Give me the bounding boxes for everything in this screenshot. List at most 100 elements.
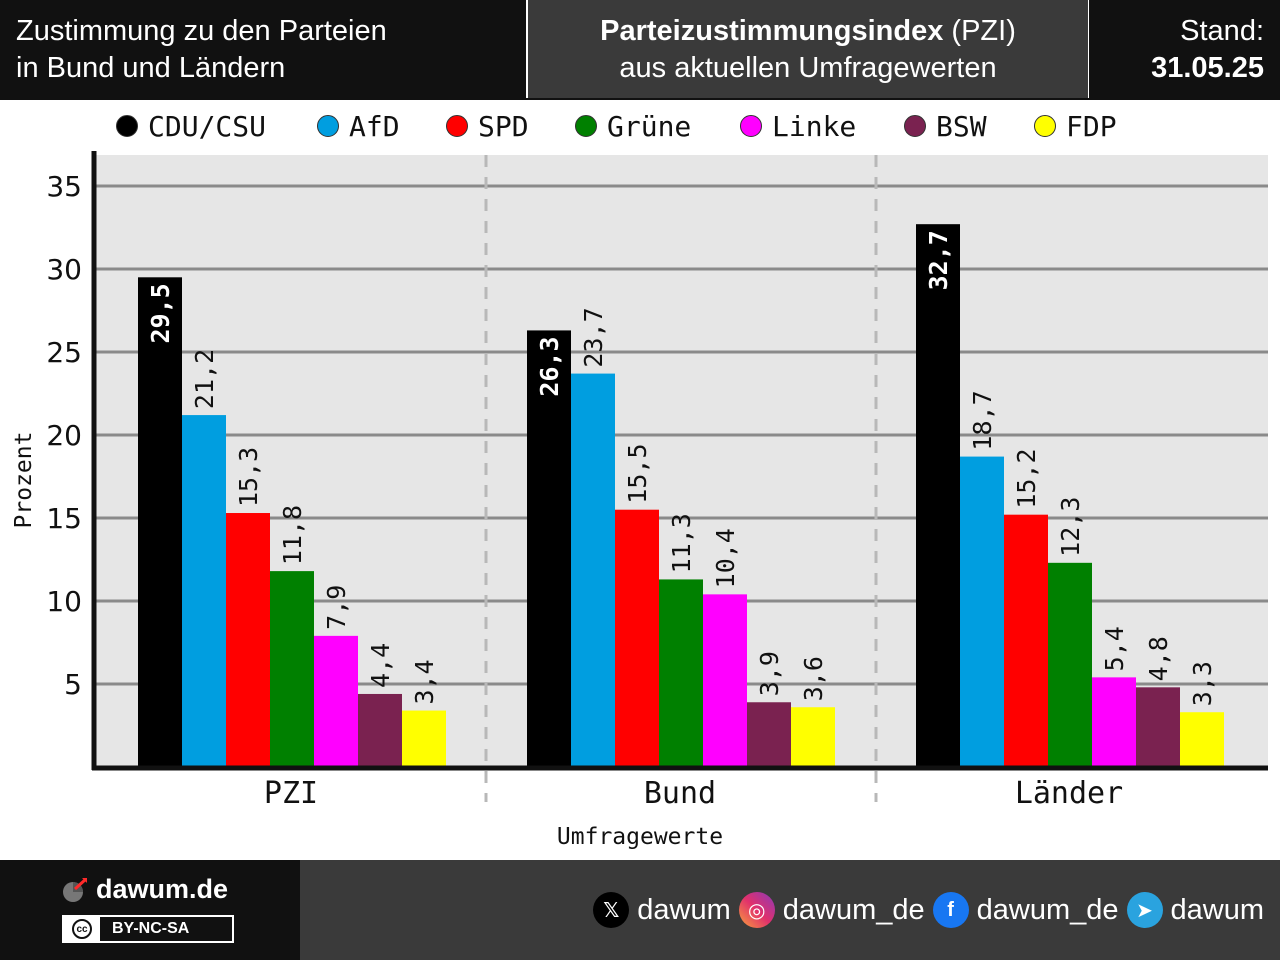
header-title-bold: Parteizustimmungsindex (600, 15, 944, 47)
legend-item-afd: AfD (317, 106, 400, 146)
data-label: 3,6 (799, 656, 828, 701)
legend-swatch-cdu-csu (116, 115, 138, 137)
x-icon: 𝕏 (593, 892, 630, 928)
bar-fdp-0 (402, 710, 446, 767)
social-x[interactable]: 𝕏 dawum (593, 892, 731, 928)
header-title: Parteizustimmungsindex (PZI) aus aktuell… (528, 0, 1088, 98)
bar-spd-1 (615, 509, 659, 767)
legend-label-spd: SPD (478, 109, 529, 143)
social-x-label: dawum (637, 893, 731, 926)
header-divider (0, 98, 1280, 100)
y-tick-label: 10 (46, 585, 82, 618)
bar-afd-1 (571, 373, 615, 767)
brand-name: dawum.de (96, 874, 229, 904)
legend-swatch-linke (740, 115, 762, 137)
data-label: 21,2 (190, 349, 219, 409)
y-axis-title: Prozent (11, 432, 37, 529)
social-facebook-label: dawum_de (976, 893, 1119, 926)
bar-bsw-1 (747, 702, 791, 767)
social-links: 𝕏 dawum ◎ dawum_de f dawum_de ➤ dawum (585, 890, 1264, 930)
header-subject-line1: Zustimmung zu den Parteien (16, 15, 387, 47)
bar-cdu-csu-0 (138, 277, 182, 767)
legend-label-bsw: BSW (936, 109, 987, 143)
social-telegram-label: dawum (1170, 893, 1265, 926)
data-label: 18,7 (968, 390, 997, 450)
instagram-icon: ◎ (738, 892, 775, 928)
y-tick-label: 15 (46, 502, 82, 535)
legend-swatch-spd (446, 115, 468, 137)
data-label: 3,3 (1188, 661, 1217, 706)
y-tick-label: 20 (46, 419, 82, 452)
data-label: 29,5 (146, 283, 175, 343)
data-label: 10,4 (711, 528, 740, 588)
bar-cdu-csu-1 (527, 330, 571, 767)
data-label: 5,4 (1100, 626, 1129, 671)
bar-chart: 5 10 15 20 25 30 35 29,5 21,2 15,3 11,8 7,9 4,4 3,4 PZ… (11, 151, 1268, 850)
legend-label-cdu-csu: CDU/CSU (148, 109, 267, 143)
x-axis-title: Umfragewerte (557, 824, 723, 850)
legend-item-cdu-csu: CDU/CSU (116, 106, 266, 146)
bar-fdp-2 (1180, 712, 1224, 767)
bar-fdp-1 (791, 707, 835, 767)
data-label: 32,7 (924, 230, 953, 290)
legend-swatch-fdp (1034, 115, 1056, 137)
data-label: 11,8 (278, 505, 307, 565)
dawum-logo-icon (63, 877, 88, 902)
data-label: 15,3 (234, 447, 263, 507)
data-label: 23,7 (579, 307, 608, 367)
social-facebook[interactable]: f dawum_de (932, 892, 1119, 928)
legend-item-spd: SPD (446, 106, 529, 146)
x-tick-label: Länder (1015, 776, 1123, 811)
data-label: 15,2 (1012, 448, 1041, 508)
legend-item-linke: Linke (740, 106, 856, 146)
legend-label-fdp: FDP (1066, 109, 1117, 143)
bar-afd-0 (182, 415, 226, 767)
license-label: BY-NC-SA (112, 920, 190, 937)
license-badge[interactable]: cc BY-NC-SA (62, 915, 234, 943)
y-tick-label: 30 (46, 253, 82, 286)
telegram-icon: ➤ (1126, 892, 1163, 928)
data-label: 15,5 (623, 443, 652, 503)
data-label: 4,4 (366, 643, 395, 688)
footer: dawum.de cc BY-NC-SA 𝕏 dawum ◎ dawum_de … (0, 860, 1280, 960)
data-label: 26,3 (535, 336, 564, 396)
header-subject: Zustimmung zu den Parteien in Bund und L… (0, 0, 526, 98)
legend-label-gruene: Grüne (607, 109, 692, 143)
legend-label-afd: AfD (349, 109, 400, 143)
data-label: 4,8 (1144, 636, 1173, 681)
bar-gr-ne-0 (270, 571, 314, 767)
header-stand: Stand: 31.05.25 (1089, 0, 1280, 98)
legend-item-gruene: Grüne (575, 106, 691, 146)
bar-bsw-2 (1136, 687, 1180, 767)
bar-gr-ne-2 (1048, 562, 1092, 767)
data-label: 3,9 (755, 651, 784, 696)
bar-spd-0 (226, 513, 270, 767)
social-instagram-label: dawum_de (782, 893, 925, 926)
bar-linke-1 (703, 594, 747, 767)
data-label: 12,3 (1056, 497, 1085, 557)
bar-gr-ne-1 (659, 579, 703, 767)
bar-afd-2 (960, 456, 1004, 767)
bar-cdu-csu-2 (916, 224, 960, 767)
bar-linke-2 (1092, 677, 1136, 767)
bar-spd-2 (1004, 514, 1048, 767)
bar-linke-0 (314, 635, 358, 767)
header-title-rest: (PZI) (943, 15, 1016, 47)
footer-brand-area: dawum.de cc BY-NC-SA (0, 860, 300, 960)
x-tick-label: Bund (644, 776, 716, 811)
stand-label: Stand: (1180, 15, 1264, 47)
x-tick-label: PZI (264, 776, 318, 811)
legend-item-bsw: BSW (904, 106, 987, 146)
bar-bsw-0 (358, 693, 402, 767)
cc-icon: cc (64, 917, 100, 941)
legend-label-linke: Linke (772, 109, 857, 143)
header: Zustimmung zu den Parteien in Bund und L… (0, 0, 1280, 98)
social-telegram[interactable]: ➤ dawum (1126, 892, 1265, 928)
y-tick-label: 25 (46, 336, 82, 369)
facebook-icon: f (932, 892, 969, 928)
brand[interactable]: dawum.de (62, 874, 228, 905)
legend-item-fdp: FDP (1034, 106, 1117, 146)
social-instagram[interactable]: ◎ dawum_de (738, 892, 925, 928)
y-tick-label: 5 (64, 668, 82, 701)
chart-legend: CDU/CSU AfD SPD Grüne Linke BSW FDP (0, 106, 1280, 146)
